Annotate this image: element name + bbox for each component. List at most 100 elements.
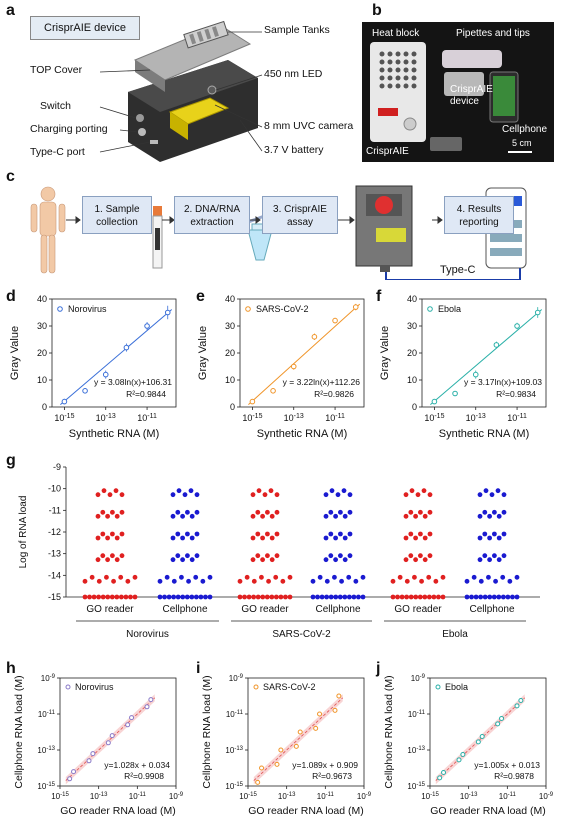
plot-frame: [429, 677, 547, 787]
data-point: [324, 594, 330, 600]
data-point: [477, 557, 483, 563]
data-point: [255, 779, 261, 785]
y-tick-label: 10-15: [225, 782, 243, 791]
x-tick-label: 10-15: [424, 413, 444, 423]
data-point: [332, 574, 337, 580]
data-point: [422, 535, 428, 541]
legend-marker: [65, 684, 71, 690]
data-point: [487, 513, 492, 519]
r-squared: R²=0.9834: [496, 389, 536, 399]
panel-label-a: a: [6, 2, 15, 19]
data-point: [360, 594, 366, 600]
data-point: [274, 531, 280, 537]
data-point: [242, 594, 247, 600]
type-c-cable: [385, 268, 521, 280]
data-point: [82, 388, 88, 394]
data-point: [352, 304, 359, 310]
data-point: [501, 531, 507, 537]
x-tick-label: 10-11: [325, 413, 345, 423]
data-point: [185, 553, 190, 559]
y-tick-label: 10-9: [411, 674, 426, 683]
chart-e: 0 10 20 30 40 10-15 10-13 10-11 Synthetic RNA (M…: [197, 294, 365, 440]
data-point: [176, 488, 182, 494]
data-point: [278, 594, 284, 600]
data-point: [486, 574, 491, 580]
data-point: [403, 557, 409, 563]
data-point: [496, 535, 502, 541]
y-tick-label: -14: [48, 570, 61, 580]
data-point: [265, 509, 270, 515]
data-point: [487, 594, 493, 600]
data-point: [399, 594, 405, 600]
data-point: [413, 535, 418, 541]
data-point: [100, 553, 106, 559]
y-tick-label: 20: [407, 348, 417, 358]
data-point: [244, 574, 250, 580]
legend-marker: [57, 306, 63, 312]
data-point: [111, 578, 116, 584]
data-point: [418, 553, 423, 559]
data-point: [89, 574, 95, 580]
data-point: [260, 513, 265, 519]
chart-h: 10-15 10-13 10-11 10-9 10-15 10-13 10-11 10-9 GO…: [13, 674, 184, 817]
data-point: [189, 594, 195, 600]
data-point: [96, 594, 102, 600]
data-point: [436, 594, 441, 600]
data-point: [500, 594, 506, 600]
data-point: [313, 725, 319, 731]
data-point: [102, 371, 109, 378]
data-point: [328, 553, 334, 559]
x-axis-label: GO reader RNA load (M): [248, 805, 364, 817]
data-point: [347, 492, 353, 498]
x-tick-label: 10-13: [460, 792, 478, 801]
data-point: [418, 509, 423, 515]
data-point: [491, 594, 497, 600]
crispraie-device-shape: [444, 72, 484, 96]
data-point: [342, 513, 348, 519]
data-point: [274, 492, 280, 498]
heat-block-shape: [370, 42, 426, 142]
y-tick-label: 40: [407, 294, 417, 304]
data-point: [250, 513, 256, 519]
data-point: [514, 323, 520, 329]
data-point: [186, 578, 191, 584]
data-point: [338, 531, 343, 537]
data-point: [260, 535, 265, 541]
legend-label: Ebola: [438, 304, 461, 314]
data-point: [478, 578, 484, 584]
data-point: [265, 553, 270, 559]
data-point: [250, 535, 256, 541]
panel-label-i: i: [196, 660, 201, 677]
callout-top-cover: TOP Cover: [30, 64, 83, 76]
data-point: [114, 594, 120, 600]
data-point: [107, 492, 113, 498]
fit-equation: y=1.028x + 0.034: [104, 760, 170, 770]
data-point: [129, 715, 135, 721]
y-tick-label: -12: [48, 527, 61, 537]
data-point: [269, 557, 275, 563]
photo-panel-b: Heat block Pipettes and tips CrisprAIE d…: [362, 22, 554, 162]
data-point: [342, 557, 348, 563]
data-point: [96, 578, 102, 584]
data-point: [421, 488, 427, 494]
data-point: [315, 594, 320, 600]
x-tick-label: 10-11: [507, 413, 527, 423]
data-point: [478, 594, 484, 600]
data-point: [311, 334, 318, 340]
data-point: [246, 594, 252, 600]
data-point: [171, 578, 177, 584]
workflow-device: [355, 185, 413, 272]
data-point: [477, 492, 483, 498]
chart-i: 10-15 10-13 10-11 10-9 10-15 10-13 10-11 10-9 GO…: [201, 674, 372, 817]
data-point: [119, 492, 125, 498]
data-point: [189, 557, 195, 563]
data-point: [273, 574, 279, 580]
data-point: [283, 594, 288, 600]
y-axis-label: Log of RNA load: [18, 496, 29, 569]
data-point: [123, 344, 130, 351]
x-axis-label: Synthetic RNA (M): [439, 428, 529, 440]
fit-equation: y=1.005x + 0.013: [474, 760, 540, 770]
fit-equation: y = 3.17ln(x)+109.03: [464, 377, 542, 387]
data-point: [473, 594, 479, 600]
x-tick-label: 10-15: [421, 792, 439, 801]
